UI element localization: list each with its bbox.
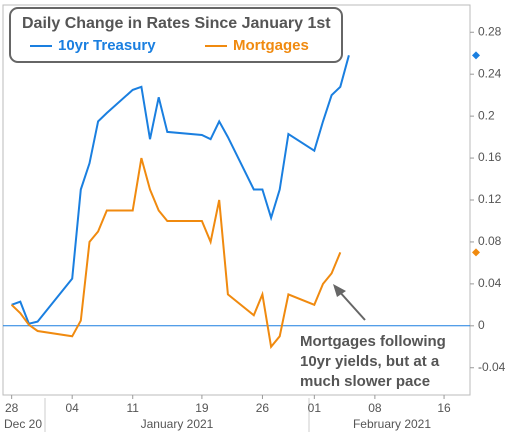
annotation: Mortgages following: [300, 333, 446, 350]
annotation-arrowhead: [333, 284, 346, 297]
series-line: [11, 55, 350, 325]
y-tick-label: 0: [478, 318, 485, 332]
annotation-arrow: [337, 289, 366, 321]
x-group-label: Dec 20: [4, 417, 42, 431]
x-tick-label: 28: [5, 401, 19, 415]
x-tick-label: 16: [437, 401, 451, 415]
y-tick-label: 0.04: [478, 276, 502, 290]
end-marker: [472, 51, 480, 60]
y-tick-label: 0.24: [478, 66, 502, 80]
chart-title: Daily Change in Rates Since January 1st: [22, 15, 331, 32]
annotation: much slower pace: [300, 373, 430, 390]
y-tick-label: 0.16: [478, 150, 502, 164]
x-tick-label: 04: [66, 401, 80, 415]
x-tick-label: 26: [256, 401, 270, 415]
legend-box: [9, 7, 343, 63]
y-tick-label: -0.04: [478, 360, 506, 374]
x-tick-label: 08: [368, 401, 382, 415]
y-tick-label: 0.12: [478, 192, 502, 206]
legend-label: Mortgages: [233, 37, 309, 54]
y-tick-label: 0.28: [478, 24, 502, 38]
legend-label: 10yr Treasury: [58, 37, 156, 54]
y-tick-label: 0.2: [478, 108, 495, 122]
x-group-label: February 2021: [353, 417, 431, 431]
series-line: [10, 157, 342, 350]
y-tick-label: 0.08: [478, 234, 502, 248]
x-group-label: January 2021: [141, 417, 214, 431]
annotation: 10yr yields, but at a: [300, 353, 440, 370]
x-tick-label: 19: [195, 401, 209, 415]
x-tick-label: 11: [126, 401, 139, 415]
x-tick-label: 01: [308, 401, 322, 415]
end-marker: [472, 248, 480, 257]
